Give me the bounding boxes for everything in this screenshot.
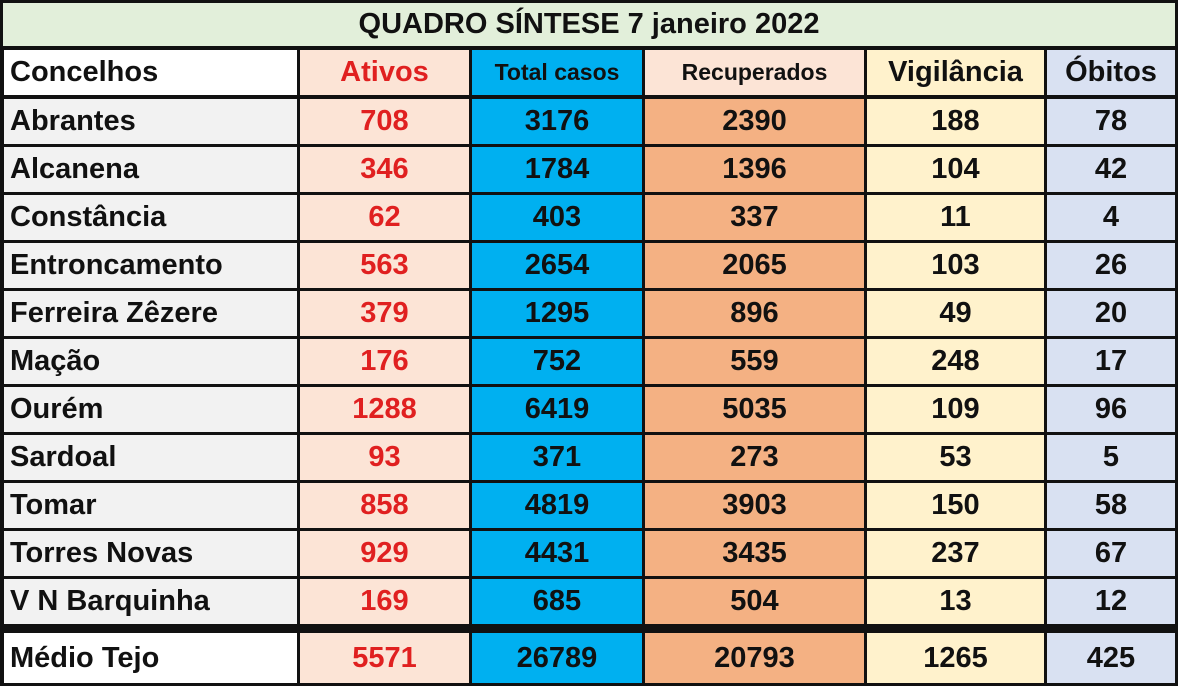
value-cell: 3903 bbox=[645, 483, 864, 528]
value-cell: 103 bbox=[867, 243, 1044, 288]
total-cell: 20793 bbox=[645, 633, 864, 683]
value-cell: 6419 bbox=[472, 387, 642, 432]
header-cell: Vigilância bbox=[867, 50, 1044, 95]
title: QUADRO SÍNTESE 7 janeiro 2022 bbox=[3, 3, 1175, 46]
value-cell: 42 bbox=[1047, 147, 1175, 192]
row-label: Abrantes bbox=[4, 99, 297, 144]
row-label: Constância bbox=[4, 195, 297, 240]
value-cell: 11 bbox=[867, 195, 1044, 240]
header-cell: Total casos bbox=[472, 50, 642, 95]
value-cell: 559 bbox=[645, 339, 864, 384]
row-label: Torres Novas bbox=[4, 531, 297, 576]
header-cell: Óbitos bbox=[1047, 50, 1175, 95]
value-cell: 176 bbox=[300, 339, 469, 384]
value-cell: 504 bbox=[645, 579, 864, 624]
value-cell: 17 bbox=[1047, 339, 1175, 384]
value-cell: 53 bbox=[867, 435, 1044, 480]
value-cell: 67 bbox=[1047, 531, 1175, 576]
total-label: Médio Tejo bbox=[4, 633, 297, 683]
row-label: Tomar bbox=[4, 483, 297, 528]
value-cell: 2065 bbox=[645, 243, 864, 288]
value-cell: 563 bbox=[300, 243, 469, 288]
value-cell: 13 bbox=[867, 579, 1044, 624]
value-cell: 5035 bbox=[645, 387, 864, 432]
value-cell: 26 bbox=[1047, 243, 1175, 288]
row-label: Ferreira Zêzere bbox=[4, 291, 297, 336]
value-cell: 273 bbox=[645, 435, 864, 480]
total-cell: 1265 bbox=[867, 633, 1044, 683]
value-cell: 371 bbox=[472, 435, 642, 480]
value-cell: 2654 bbox=[472, 243, 642, 288]
value-cell: 237 bbox=[867, 531, 1044, 576]
value-cell: 2390 bbox=[645, 99, 864, 144]
value-cell: 78 bbox=[1047, 99, 1175, 144]
total-cell: 5571 bbox=[300, 633, 469, 683]
value-cell: 3176 bbox=[472, 99, 642, 144]
row-label: Mação bbox=[4, 339, 297, 384]
value-cell: 109 bbox=[867, 387, 1044, 432]
value-cell: 3435 bbox=[645, 531, 864, 576]
value-cell: 1288 bbox=[300, 387, 469, 432]
value-cell: 708 bbox=[300, 99, 469, 144]
row-label: Alcanena bbox=[4, 147, 297, 192]
value-cell: 5 bbox=[1047, 435, 1175, 480]
value-cell: 12 bbox=[1047, 579, 1175, 624]
header-cell: Concelhos bbox=[4, 50, 297, 95]
value-cell: 20 bbox=[1047, 291, 1175, 336]
value-cell: 1396 bbox=[645, 147, 864, 192]
value-cell: 104 bbox=[867, 147, 1044, 192]
value-cell: 58 bbox=[1047, 483, 1175, 528]
value-cell: 337 bbox=[645, 195, 864, 240]
value-cell: 403 bbox=[472, 195, 642, 240]
value-cell: 49 bbox=[867, 291, 1044, 336]
value-cell: 4819 bbox=[472, 483, 642, 528]
value-cell: 4431 bbox=[472, 531, 642, 576]
value-cell: 858 bbox=[300, 483, 469, 528]
value-cell: 4 bbox=[1047, 195, 1175, 240]
row-label: Ourém bbox=[4, 387, 297, 432]
value-cell: 685 bbox=[472, 579, 642, 624]
value-cell: 1295 bbox=[472, 291, 642, 336]
value-cell: 93 bbox=[300, 435, 469, 480]
value-cell: 169 bbox=[300, 579, 469, 624]
header-cell: Ativos bbox=[300, 50, 469, 95]
total-cell: 26789 bbox=[472, 633, 642, 683]
value-cell: 1784 bbox=[472, 147, 642, 192]
value-cell: 62 bbox=[300, 195, 469, 240]
value-cell: 96 bbox=[1047, 387, 1175, 432]
value-cell: 896 bbox=[645, 291, 864, 336]
value-cell: 379 bbox=[300, 291, 469, 336]
total-cell: 425 bbox=[1047, 633, 1175, 683]
value-cell: 346 bbox=[300, 147, 469, 192]
value-cell: 929 bbox=[300, 531, 469, 576]
header-cell: Recuperados bbox=[645, 50, 864, 95]
row-label: Entroncamento bbox=[4, 243, 297, 288]
row-label: Sardoal bbox=[4, 435, 297, 480]
value-cell: 150 bbox=[867, 483, 1044, 528]
value-cell: 248 bbox=[867, 339, 1044, 384]
value-cell: 752 bbox=[472, 339, 642, 384]
value-cell: 188 bbox=[867, 99, 1044, 144]
row-label: V N Barquinha bbox=[4, 579, 297, 624]
